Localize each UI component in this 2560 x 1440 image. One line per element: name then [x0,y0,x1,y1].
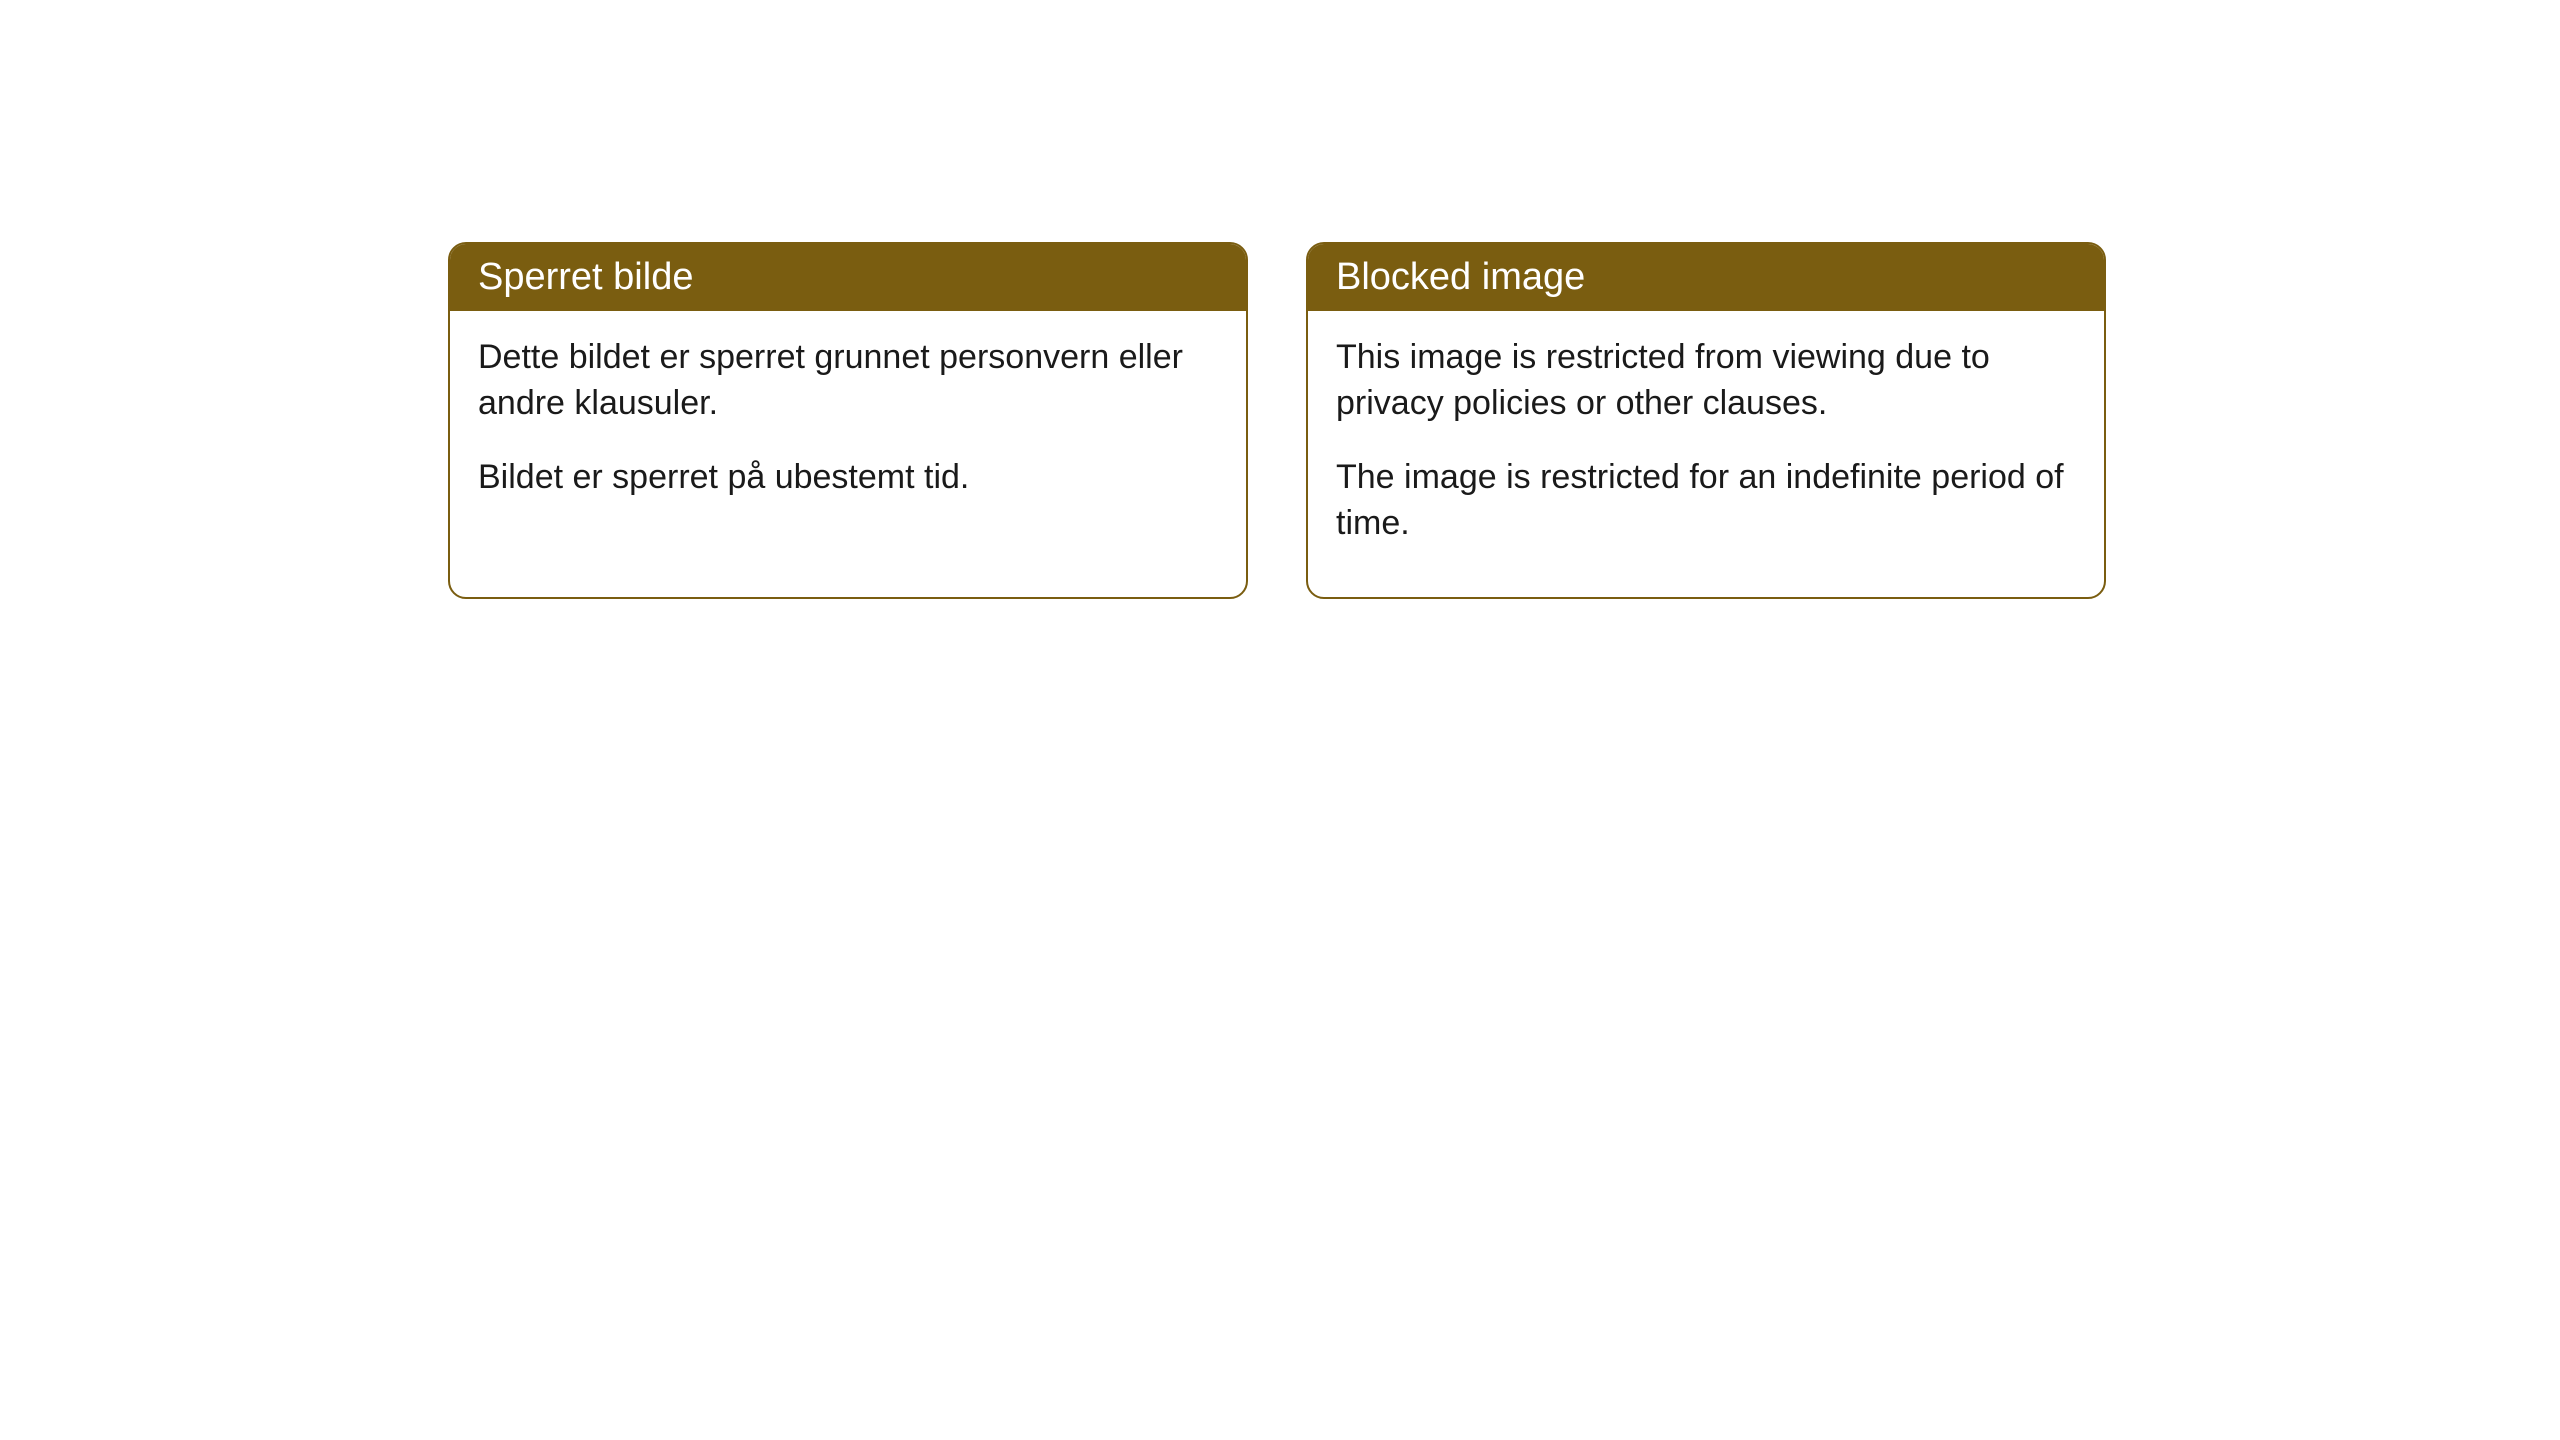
notice-paragraph: Bildet er sperret på ubestemt tid. [478,455,1218,501]
notice-paragraph: This image is restricted from viewing du… [1336,335,2076,427]
card-title: Blocked image [1336,256,1585,298]
card-header: Sperret bilde [450,244,1246,311]
notice-paragraph: The image is restricted for an indefinit… [1336,455,2076,547]
card-body: Dette bildet er sperret grunnet personve… [450,311,1246,551]
notice-card-norwegian: Sperret bilde Dette bildet er sperret gr… [448,242,1248,599]
notice-card-english: Blocked image This image is restricted f… [1306,242,2106,599]
card-header: Blocked image [1308,244,2104,311]
card-title: Sperret bilde [478,256,693,298]
card-body: This image is restricted from viewing du… [1308,311,2104,597]
notice-paragraph: Dette bildet er sperret grunnet personve… [478,335,1218,427]
notice-cards-container: Sperret bilde Dette bildet er sperret gr… [448,242,2560,599]
